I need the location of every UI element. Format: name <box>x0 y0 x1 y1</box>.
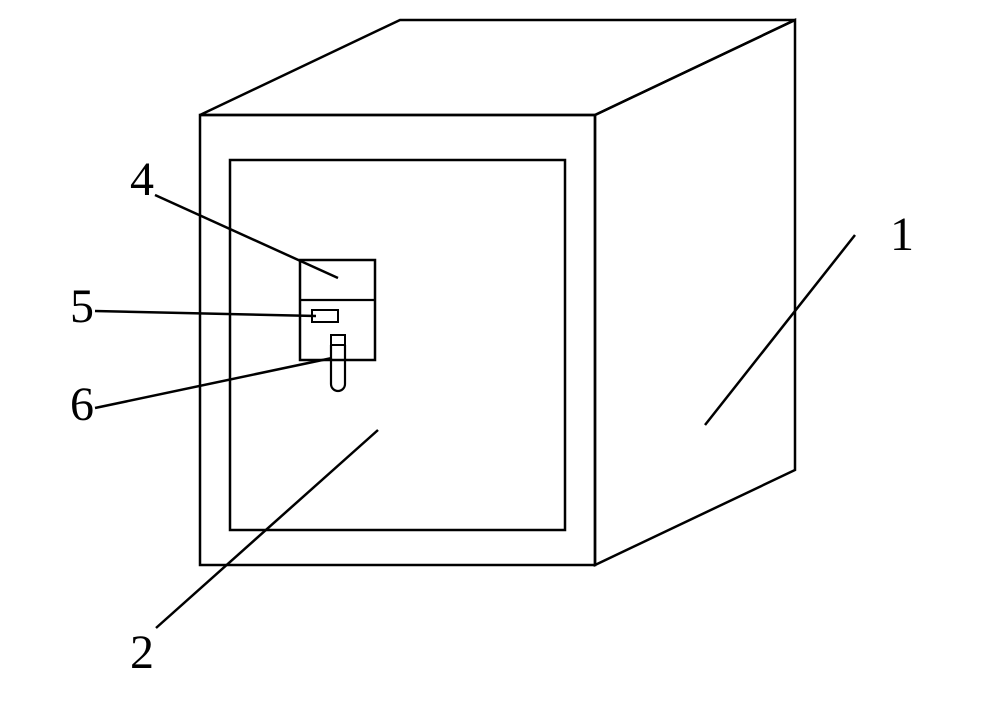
lever-handle <box>331 345 345 391</box>
lever-pivot <box>331 335 345 345</box>
leader-lines <box>95 195 855 628</box>
label-5: 5 <box>70 280 94 333</box>
box-top <box>200 20 795 115</box>
safe-door <box>230 160 565 530</box>
leader-6 <box>95 358 332 408</box>
labels: 1 2 4 5 6 <box>70 153 914 679</box>
leader-4 <box>155 195 338 278</box>
label-2: 2 <box>130 626 154 679</box>
safe-body <box>200 20 795 565</box>
leader-1 <box>705 235 855 425</box>
label-6: 6 <box>70 378 94 431</box>
label-4: 4 <box>130 153 154 206</box>
technical-diagram: 1 2 4 5 6 <box>0 0 1000 707</box>
box-front <box>200 115 595 565</box>
label-1: 1 <box>890 208 914 261</box>
leader-5 <box>95 311 316 316</box>
